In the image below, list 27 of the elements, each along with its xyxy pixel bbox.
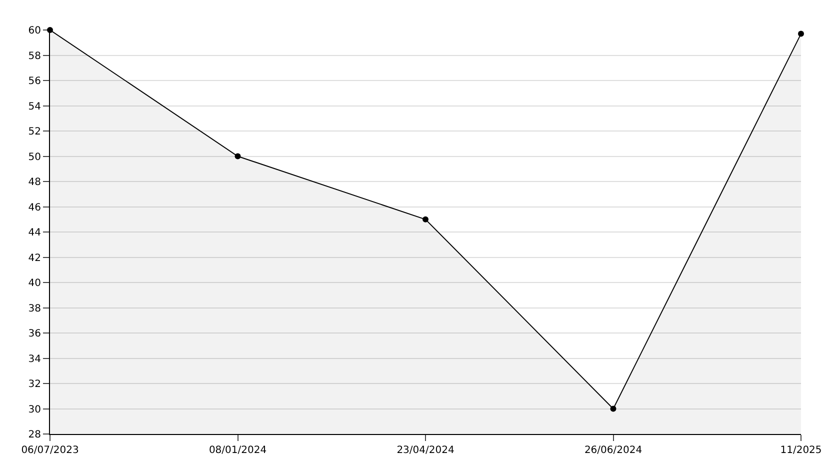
y-tick-label: 30 [28, 404, 41, 416]
y-tick-label: 40 [28, 278, 41, 289]
point [234, 153, 241, 160]
y-tick-label: 36 [28, 328, 41, 340]
y-tick-label: 28 [28, 430, 41, 440]
y-tick-label: 34 [28, 354, 41, 365]
y-tick-label: 52 [28, 126, 41, 138]
x-tick-label: 23/04/2024 [396, 445, 454, 456]
point [422, 216, 428, 222]
x-tick-label: 06/07/2023 [21, 445, 79, 456]
y-tick-label: 46 [28, 202, 41, 214]
y-tick-label: 54 [28, 101, 41, 112]
y-tick-label: 60 [28, 26, 41, 36]
y-tick-label: 56 [28, 76, 41, 87]
point [798, 30, 804, 37]
y-tick-label: 50 [28, 152, 41, 163]
y-tick-label: 38 [28, 303, 41, 314]
y-tick-label: 32 [28, 379, 41, 390]
x-tick-label: 08/01/2024 [208, 445, 267, 456]
x-tick-label: 26/06/2024 [584, 445, 642, 456]
point [610, 406, 616, 412]
y-tick-label: 44 [28, 228, 41, 238]
y-tick-label: 42 [28, 252, 41, 264]
y-tick-label: 48 [28, 177, 41, 188]
x-tick-label: 11/2025 [780, 445, 822, 456]
point [47, 27, 53, 33]
y-tick-label: 58 [28, 50, 41, 62]
